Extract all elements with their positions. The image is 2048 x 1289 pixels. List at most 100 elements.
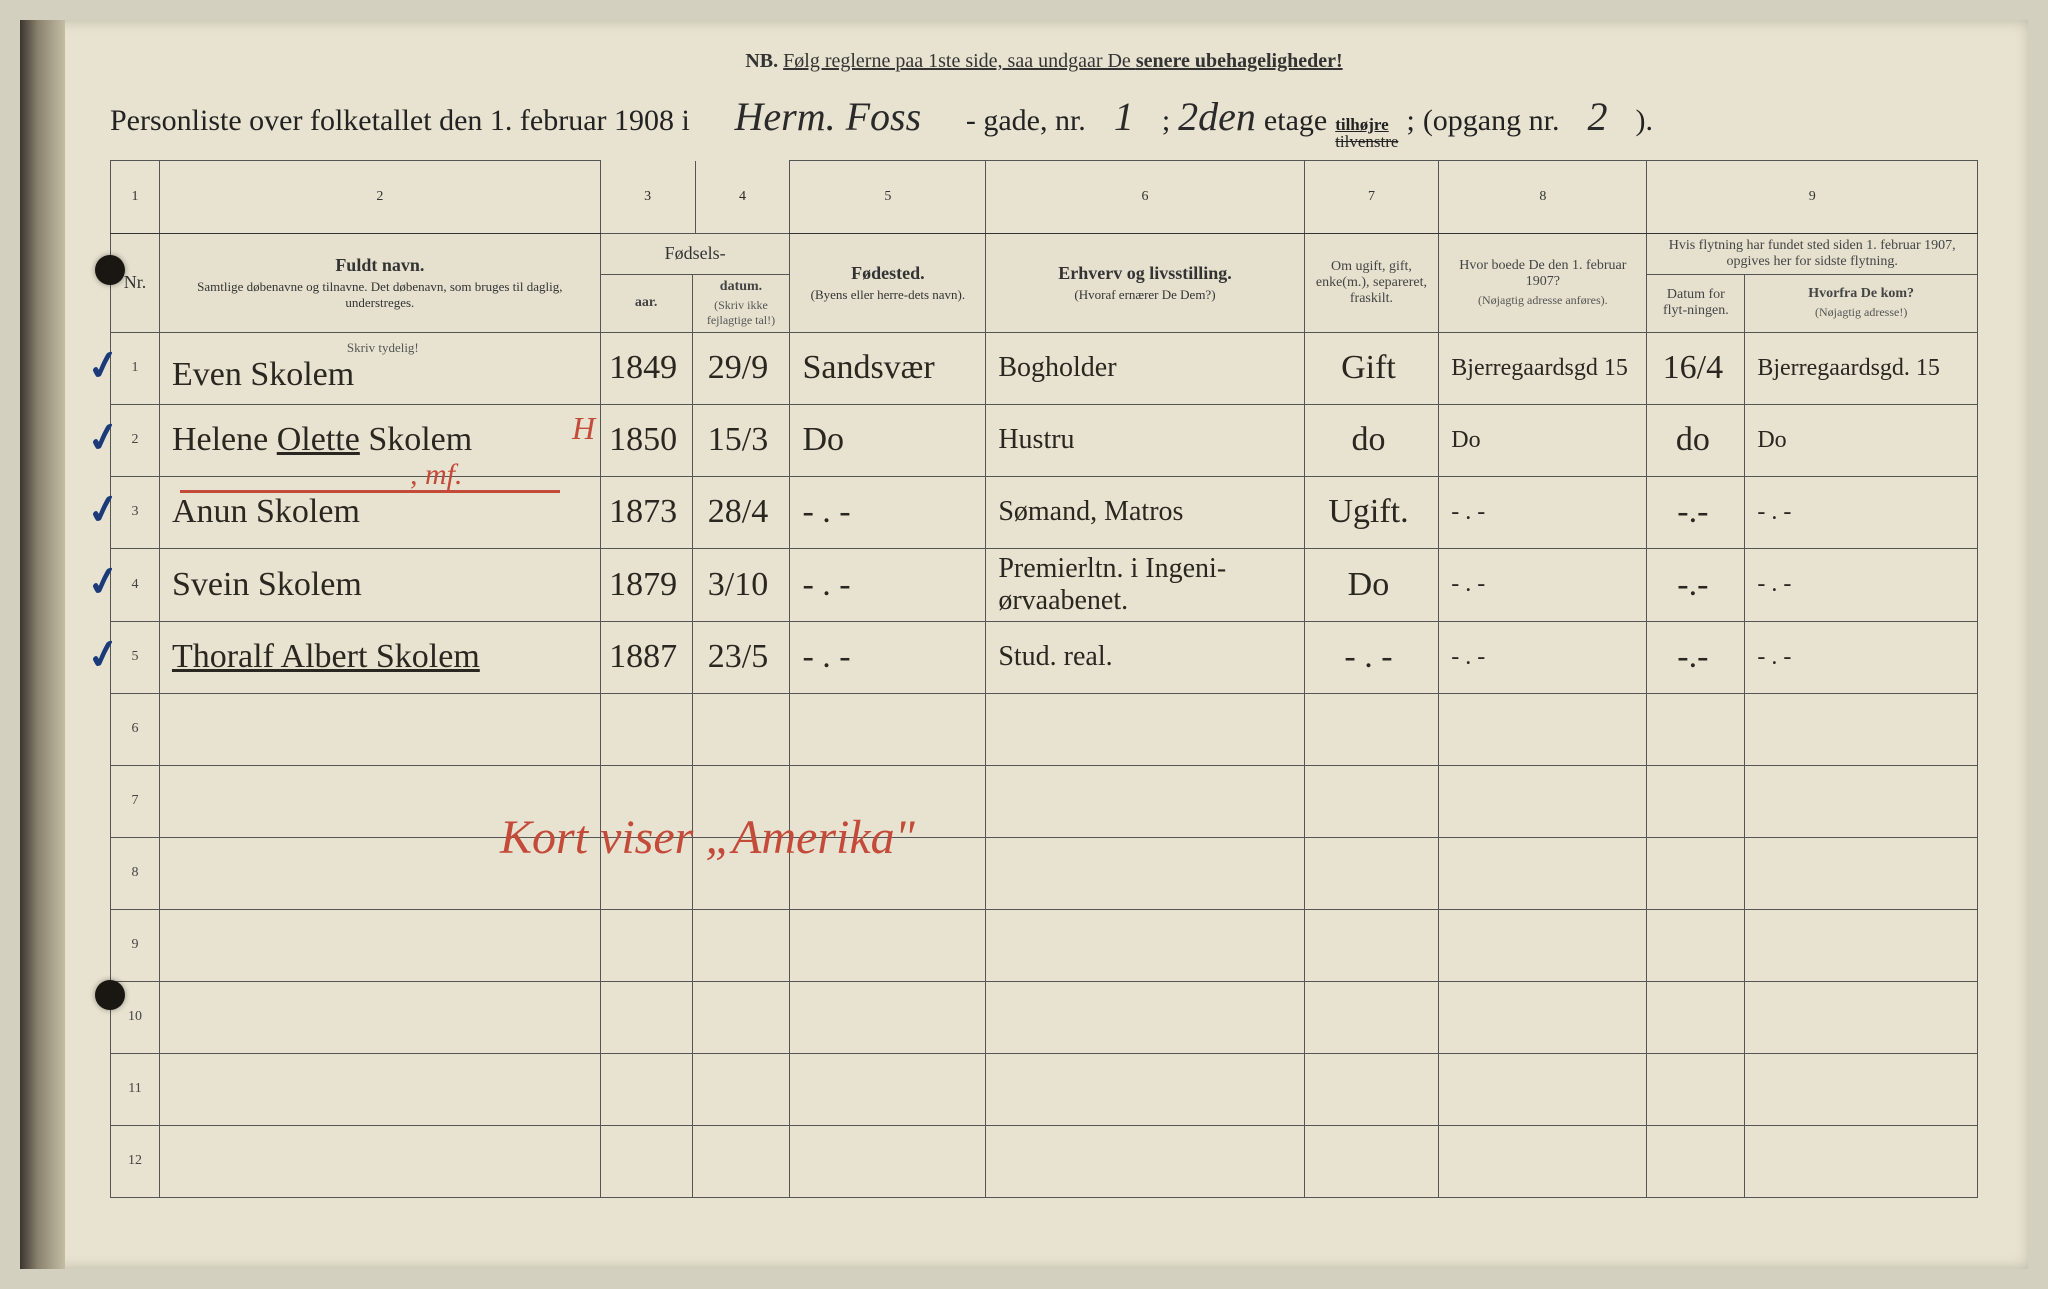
table-row-empty: 8 [111, 837, 1978, 909]
empty-cell [1647, 837, 1745, 909]
red-annotation-amerika: Kort viser „Amerika" [500, 810, 915, 865]
cell-name: Thoralf Albert Skolem [159, 621, 600, 693]
empty-cell [986, 1053, 1304, 1125]
title-t3: etage [1264, 104, 1327, 138]
hdr-mfrom-a: Hvorfra De kom? [1808, 286, 1914, 301]
nb-text-a: Følg reglerne paa 1ste side, saa undgaar… [783, 50, 1136, 72]
hdr-marital: Om ugift, gift, enke(m.), separeret, fra… [1304, 233, 1439, 332]
empty-cell [986, 693, 1304, 765]
empty-cell [1304, 909, 1439, 981]
nb-instruction: NB. Følg reglerne paa 1ste side, saa und… [110, 50, 1978, 73]
empty-cell [1304, 765, 1439, 837]
empty-cell [1647, 909, 1745, 981]
nb-text-b: senere ubehageligheder! [1136, 50, 1343, 72]
hdr-birth-hint: (Skriv ikke fejlagtige tal!) [699, 298, 784, 328]
cell-mdate: -.- [1647, 621, 1745, 693]
table-row-empty: 10 [111, 981, 1978, 1053]
column-numbers-row: 1 2 3 4 5 6 7 8 9 [111, 161, 1978, 234]
empty-cell [1647, 1125, 1745, 1197]
empty-cell [1745, 837, 1978, 909]
table-row-empty: 6 [111, 693, 1978, 765]
empty-cell [1647, 693, 1745, 765]
empty-cell [159, 693, 600, 765]
colnum: 3 [601, 161, 695, 233]
empty-cell [600, 693, 692, 765]
empty-cell [600, 909, 692, 981]
side-right: tilhøjre [1335, 116, 1398, 133]
hdr-year: aar. [635, 295, 657, 310]
hdr-move-date: Datum for flyt-ningen. [1647, 274, 1745, 332]
title-t5: ). [1635, 104, 1653, 138]
empty-cell [692, 1053, 790, 1125]
cell-mdate: do [1647, 404, 1745, 476]
empty-cell [600, 981, 692, 1053]
title-line: Personliste over folketallet den 1. febr… [110, 93, 1978, 150]
empty-cell [1439, 1053, 1647, 1125]
empty-cell [600, 1125, 692, 1197]
checkmark-icon: ✓ [83, 412, 124, 463]
row-number: 10 [111, 981, 160, 1053]
hdr-move-group: Hvis flytning har fundet sted siden 1. f… [1647, 233, 1978, 274]
red-underline [180, 490, 560, 493]
cell-mar: Ugift. [1304, 476, 1439, 548]
empty-cell [600, 1053, 692, 1125]
cell-prev: - . - [1439, 548, 1647, 621]
table-row: 1✓Skriv tydelig!Even Skolem184929/9Sands… [111, 332, 1978, 404]
hdr-birth-date: datum. (Skriv ikke fejlagtige tal!) [692, 274, 790, 332]
nb-label: NB. [745, 50, 778, 72]
table-row-empty: 11 [111, 1053, 1978, 1125]
row-number: 2✓ [111, 404, 160, 476]
checkmark-icon: ✓ [83, 484, 124, 535]
empty-cell [1647, 1053, 1745, 1125]
empty-cell [692, 981, 790, 1053]
hdr-name-sub: Samtlige døbenavne og tilnavne. Det døbe… [166, 279, 594, 311]
empty-cell [790, 909, 986, 981]
empty-cell [1304, 693, 1439, 765]
cell-year: 1873 [600, 476, 692, 548]
row-number: 6 [111, 693, 160, 765]
empty-cell [790, 981, 986, 1053]
empty-cell [159, 909, 600, 981]
cell-occ: Bogholder [986, 332, 1304, 404]
cell-year: 1879 [600, 548, 692, 621]
empty-cell [1439, 909, 1647, 981]
colnum: 2 [159, 161, 600, 234]
red-annotation-mf: , mf. [410, 458, 463, 492]
census-page: NB. Følg reglerne paa 1ste side, saa und… [20, 20, 2028, 1269]
hdr-prev-addr: Hvor boede De den 1. februar 1907? (Nøja… [1439, 233, 1647, 332]
empty-cell [1745, 981, 1978, 1053]
cell-place: Do [790, 404, 986, 476]
hdr-occ-main: Erhverv og livsstilling. [1058, 263, 1232, 283]
cell-year: 1849 [600, 332, 692, 404]
empty-cell [1439, 981, 1647, 1053]
colnum: 7 [1304, 161, 1439, 234]
row-number: 3✓ [111, 476, 160, 548]
cell-mar: Do [1304, 548, 1439, 621]
cell-year: 1850 [600, 404, 692, 476]
empty-cell [159, 1053, 600, 1125]
row-number: 8 [111, 837, 160, 909]
empty-cell [1745, 909, 1978, 981]
cell-name: Skriv tydelig!Even Skolem [159, 332, 600, 404]
empty-cell [790, 1125, 986, 1197]
colnum: 4 [695, 161, 789, 233]
row-number: 11 [111, 1053, 160, 1125]
table-row: 3✓Anun Skolem187328/4- . -Sømand, Matros… [111, 476, 1978, 548]
cell-mfrom: Do [1745, 404, 1978, 476]
cell-name: Helene Olette Skolem [159, 404, 600, 476]
hdr-name-main: Fuldt navn. [335, 255, 424, 275]
row-number: 4✓ [111, 548, 160, 621]
empty-cell [1745, 1053, 1978, 1125]
empty-cell [159, 1125, 600, 1197]
cell-date: 3/10 [692, 548, 790, 621]
census-table: 1 2 3 4 5 6 7 8 9 Nr. Fuldt navn. Sam [110, 160, 1978, 1198]
cell-prev: - . - [1439, 621, 1647, 693]
cell-mar: Gift [1304, 332, 1439, 404]
write-clearly-hint: Skriv tydelig! [172, 340, 594, 356]
colnum: 5 [790, 161, 986, 234]
row-number: 12 [111, 1125, 160, 1197]
table-row-empty: 9 [111, 909, 1978, 981]
cell-mdate: -.- [1647, 548, 1745, 621]
empty-cell [159, 981, 600, 1053]
red-annotation-h: H [572, 410, 595, 447]
